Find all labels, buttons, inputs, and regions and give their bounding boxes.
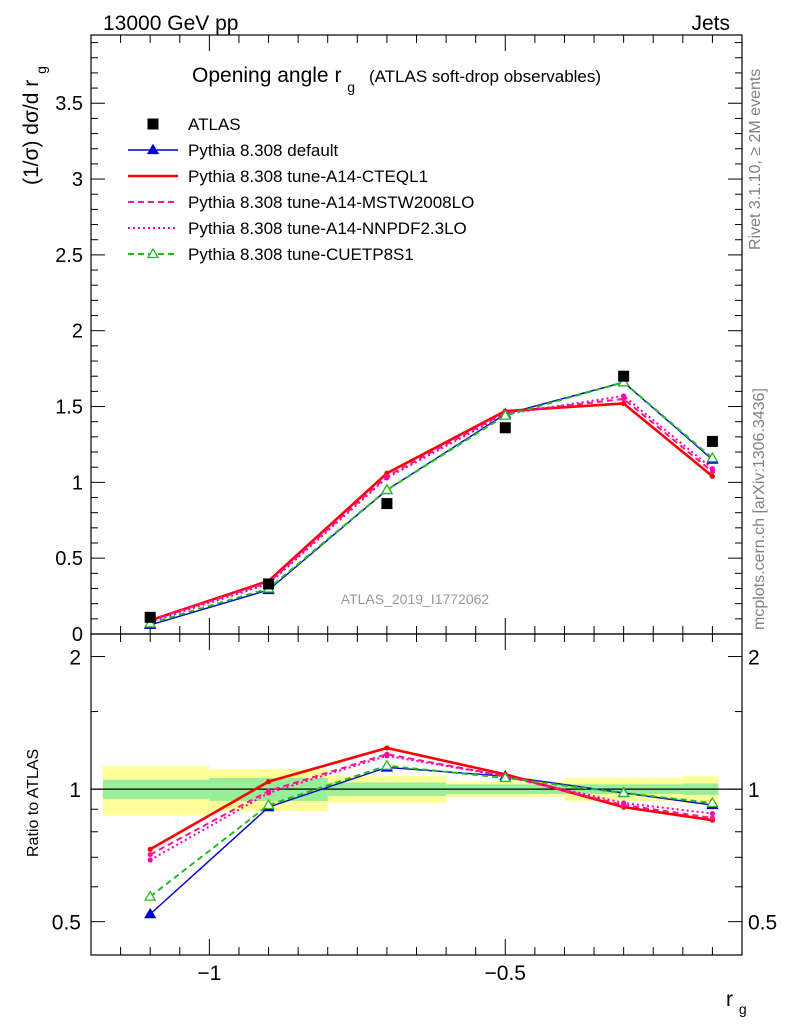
x-tick-label: −1 — [197, 962, 221, 985]
data-point — [499, 422, 511, 434]
ratio-series-point — [265, 778, 272, 785]
main-title-text: Opening angle r — [192, 64, 341, 87]
main-title-suffix: (ATLAS soft-drop observables) — [369, 67, 601, 86]
legend-label: Pythia 8.308 tune-CUETP8S1 — [188, 245, 414, 264]
y-tick-label: 2 — [72, 321, 83, 343]
data-point — [381, 498, 393, 510]
ratio-series-point — [706, 796, 719, 808]
legend: ATLAS Pythia 8.308 default Pythia 8.308 tu… — [128, 115, 474, 264]
x-tick-label: −0.5 — [485, 962, 526, 985]
series-point — [384, 475, 390, 481]
ratio-series-point — [144, 890, 157, 901]
legend-marker — [146, 247, 160, 259]
ratio-series-point — [709, 815, 716, 821]
ratio-series-point — [147, 846, 153, 852]
y-tick-label: 0.5 — [55, 548, 83, 570]
rivet-label: Rivet 3.1.10, ≥ 2M events — [747, 69, 764, 250]
series-point — [499, 409, 512, 420]
ratio-y-tick-label-right: 2 — [748, 647, 760, 670]
data-point — [706, 435, 718, 447]
y-tick-label: 1 — [72, 472, 83, 494]
series-line — [149, 394, 714, 623]
legend-label-data: ATLAS — [188, 115, 241, 134]
data-point — [263, 578, 275, 590]
data-point — [144, 611, 156, 623]
series-point — [709, 466, 716, 472]
y-tick-label: 1.5 — [55, 397, 83, 419]
legend-label: Pythia 8.308 tune-A14-CTEQL1 — [188, 167, 428, 186]
series-point — [621, 393, 627, 399]
ratio-series-point — [499, 771, 512, 783]
ratio-series-line — [149, 753, 713, 856]
header-right-label: Jets — [691, 12, 730, 35]
series-line — [149, 381, 714, 625]
ratio-series-point — [384, 745, 390, 751]
y-tick-label: 3.5 — [55, 93, 83, 115]
series-point — [706, 451, 719, 463]
ratio-series-point — [265, 790, 272, 796]
main-y-axis-label: (1/σ) dσ/d r g — [20, 66, 49, 185]
ratio-series-point — [147, 857, 153, 863]
ratio-y-tick-label: 0.5 — [52, 912, 81, 935]
ratio-series-point — [621, 800, 627, 806]
series-point — [709, 473, 716, 479]
ratio-y-tick-label: 1 — [69, 779, 81, 802]
data-point — [618, 370, 630, 382]
legend-label: Pythia 8.308 default — [188, 141, 339, 160]
ratio-series-line — [149, 746, 713, 851]
series-line — [149, 397, 714, 622]
x-axis-label-text: r — [726, 988, 733, 1011]
legend-label: Pythia 8.308 tune-A14-MSTW2008LO — [188, 193, 474, 212]
ratio-series-line — [149, 764, 713, 898]
main-plot-content — [144, 370, 719, 630]
mcplots-label: mcplots.cern.ch [arXiv:1306.3436] — [751, 388, 768, 630]
series-point — [621, 400, 627, 407]
series-line — [149, 402, 714, 622]
ratio-series-line — [149, 754, 713, 861]
ratio-y-tick-label: 2 — [69, 647, 81, 670]
ratio-y-tick-label-right: 0.5 — [748, 912, 777, 935]
ratio-y-tick-label-right: 1 — [748, 779, 760, 802]
ratio-y-axis-label: Ratio to ATLAS — [25, 749, 42, 857]
y-tick-label: 3 — [72, 169, 83, 191]
ratio-series-point — [147, 851, 153, 858]
ratio-series-point — [262, 798, 275, 810]
x-axis-label-sub: g — [739, 1001, 747, 1017]
main-title-sub: g — [347, 79, 355, 95]
series-point — [380, 483, 394, 495]
ratio-series-point — [617, 786, 630, 798]
main-y-axis-label-text: (1/σ) dσ/d r — [20, 80, 43, 185]
ratio-plot-content — [144, 745, 719, 919]
legend-marker — [146, 143, 160, 155]
x-axis-label: r g — [726, 988, 747, 1017]
ratio-series-point — [380, 759, 394, 770]
ratio-panel: 0.5 0.5 1 1 2 2 −1 −0.5 — [52, 633, 777, 985]
series-line — [149, 381, 713, 626]
main-y-axis-label-sub: g — [33, 66, 49, 74]
y-tick-label: 2.5 — [55, 245, 83, 267]
ratio-series-point — [144, 907, 157, 919]
main-title: Opening angle r g (ATLAS soft-drop obser… — [192, 64, 601, 97]
ratio-series-point — [709, 810, 716, 817]
legend-marker-data — [147, 118, 159, 130]
y-tick-label: 0 — [72, 624, 83, 646]
analysis-label: ATLAS_2019_I1772062 — [341, 591, 490, 607]
ratio-series-point — [384, 753, 390, 759]
legend-label: Pythia 8.308 tune-A14-NNPDF2.3LO — [188, 219, 467, 238]
header-left-label: 13000 GeV pp — [103, 12, 238, 35]
